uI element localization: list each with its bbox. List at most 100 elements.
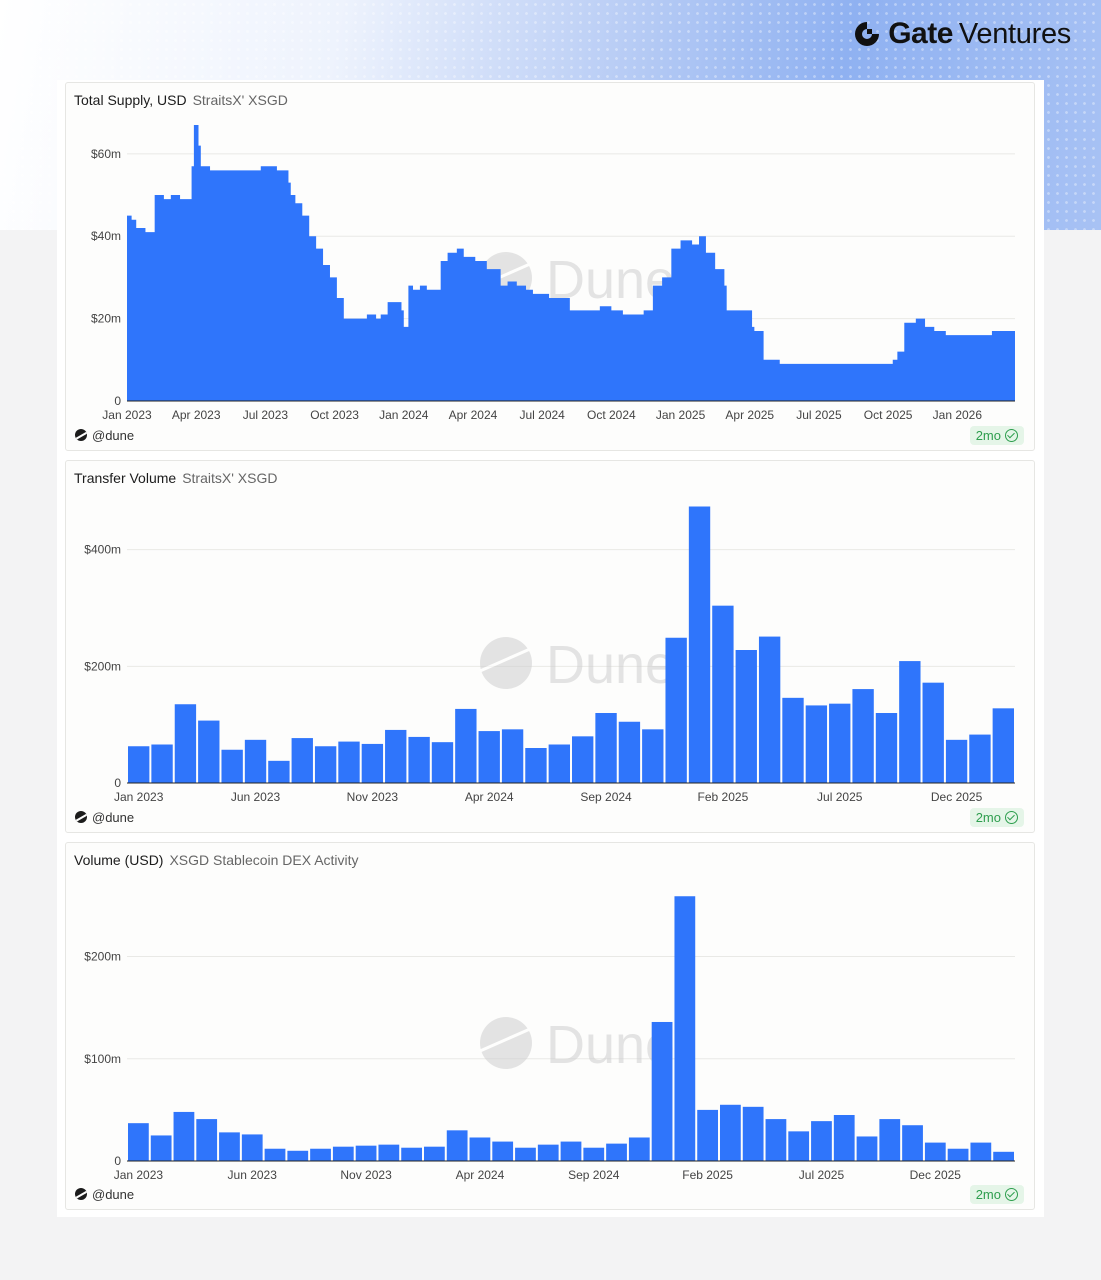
bar: [697, 1109, 718, 1161]
x-tick-label: Jul 2023: [243, 408, 289, 422]
x-tick-label: Dec 2025: [910, 1168, 962, 1182]
chart-title-main: Volume (USD): [74, 852, 164, 868]
bar: [758, 636, 781, 783]
bar: [829, 703, 851, 783]
bar: [674, 896, 696, 1161]
bar: [765, 1119, 787, 1161]
bar: [492, 1141, 514, 1161]
bar: [642, 729, 664, 783]
bar: [196, 1119, 218, 1161]
bar: [268, 760, 290, 783]
x-tick-label: Jan 2023: [114, 790, 164, 804]
y-tick-label: 0: [114, 776, 121, 790]
dune-logo-icon: [75, 1188, 87, 1200]
x-tick-label: Apr 2024: [456, 1168, 505, 1182]
dune-watermark-stroke: [479, 1027, 531, 1053]
freshness-label: 2mo: [975, 1187, 1001, 1202]
bar: [385, 729, 407, 783]
y-tick-label: $40m: [91, 229, 121, 243]
freshness-badge: 2mo: [969, 426, 1024, 445]
bar: [355, 1145, 377, 1161]
dune-watermark-icon: [480, 1017, 532, 1069]
bar: [128, 746, 150, 783]
card-footer: @dune: [75, 1186, 134, 1202]
x-tick-label: Jan 2024: [379, 408, 429, 422]
bar: [560, 1141, 582, 1161]
freshness-label: 2mo: [975, 428, 1001, 443]
bar: [378, 1144, 400, 1161]
footer-author[interactable]: @dune: [92, 809, 135, 825]
bar: [241, 1134, 263, 1161]
bar: [852, 689, 874, 783]
bar: [969, 734, 991, 783]
x-tick-label: Jan 2023: [102, 408, 152, 422]
y-tick-label: $60m: [91, 147, 121, 161]
bar: [150, 1135, 172, 1161]
y-tick-label: $20m: [91, 312, 121, 326]
bar: [902, 1125, 923, 1161]
y-tick-label: 0: [114, 394, 121, 408]
bar: [712, 605, 734, 783]
bar: [899, 661, 921, 783]
x-tick-label: Apr 2024: [449, 408, 498, 422]
dune-logo-icon: [75, 429, 87, 441]
gate-ventures-logo: Gate Ventures: [852, 16, 1071, 52]
dune-logo-icon: [75, 811, 87, 823]
x-tick-label: Jul 2025: [817, 790, 863, 804]
bar: [361, 743, 384, 783]
bar: [947, 1148, 969, 1161]
bar: [264, 1148, 286, 1161]
footer-author[interactable]: @dune: [92, 1186, 135, 1202]
check-circle-icon: [1005, 429, 1018, 442]
x-tick-label: Feb 2025: [698, 790, 749, 804]
bar: [993, 1151, 1014, 1161]
card-footer: @dune: [75, 427, 134, 443]
x-tick-label: Sep 2024: [568, 1168, 620, 1182]
dune-watermark: Dune: [479, 635, 675, 695]
x-tick-label: Nov 2023: [340, 1168, 392, 1182]
bar: [408, 736, 430, 783]
chart-title-sub: StraitsX' XSGD: [192, 92, 288, 108]
x-tick-label: Nov 2023: [347, 790, 399, 804]
footer-author[interactable]: @dune: [92, 427, 135, 443]
dune-watermark-stroke: [479, 647, 531, 673]
bar: [970, 1142, 992, 1161]
chart-title-sub: XSGD Stablecoin DEX Activity: [169, 852, 359, 868]
y-tick-label: 0: [114, 1154, 121, 1168]
y-tick-label: $200m: [84, 659, 121, 673]
bar: [310, 1148, 331, 1161]
bar: [735, 650, 757, 783]
bar: [572, 736, 594, 783]
bar: [945, 739, 968, 783]
supply-area: [127, 125, 1015, 401]
x-tick-label: Feb 2025: [682, 1168, 733, 1182]
bar: [805, 705, 828, 783]
x-tick-label: Jul 2024: [519, 408, 565, 422]
bar: [198, 720, 220, 783]
bar: [537, 1144, 559, 1161]
bar: [219, 1132, 240, 1161]
x-tick-label: Oct 2025: [864, 408, 913, 422]
x-tick-label: Jun 2023: [231, 790, 281, 804]
bar: [833, 1115, 855, 1161]
bar: [879, 1119, 901, 1161]
bar: [174, 704, 197, 783]
chart-card-dex-volume: Volume (USD) XSGD Stablecoin DEX Activity…: [65, 842, 1035, 1210]
bar: [595, 713, 617, 783]
chart-title: Volume (USD) XSGD Stablecoin DEX Activity: [74, 852, 359, 868]
check-circle-icon: [1005, 811, 1018, 824]
bar: [151, 744, 173, 783]
bar: [665, 637, 687, 783]
y-tick-label: $400m: [84, 543, 121, 557]
freshness-badge: 2mo: [969, 1185, 1024, 1204]
card-footer: @dune: [75, 809, 134, 825]
bar: [651, 1021, 673, 1161]
dex-volume-chart: 0 $100m $200m Dune Jan 2023 Jun 2023 Nov 2023 A…: [84, 896, 1015, 1182]
bar: [401, 1147, 422, 1161]
chart-card-transfer-volume: Transfer Volume StraitsX' XSGD 0 $200m $400…: [65, 460, 1035, 833]
bar: [782, 697, 804, 783]
bar: [515, 1147, 536, 1161]
brand-ventures: Ventures: [958, 17, 1071, 50]
bar: [628, 1137, 650, 1161]
bar: [173, 1111, 195, 1161]
